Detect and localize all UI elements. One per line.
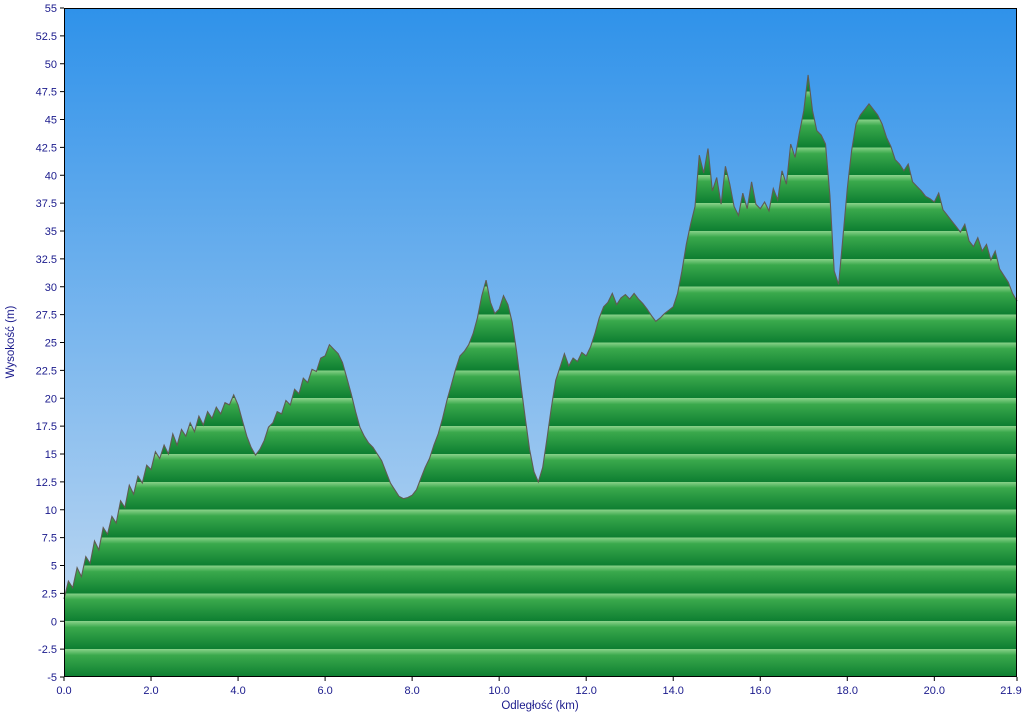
y-tick-label: 55 [45, 3, 57, 15]
y-tick-label: 37.5 [36, 198, 57, 210]
x-tick-label: 0.0 [56, 685, 71, 697]
y-tick-label: 0 [51, 616, 57, 628]
x-tick-label: 12.0 [575, 685, 596, 697]
y-tick-label: 42.5 [36, 142, 57, 154]
y-tick-label: 22.5 [36, 365, 57, 377]
y-tick-label: 10 [45, 505, 57, 517]
y-tick-label: 35 [45, 226, 57, 238]
x-axis-ticks: 0.0 2.0 4.0 6.0 8.0 10.0 12.0 14.0 16.0 18.0 20.0 2… [56, 677, 1022, 697]
y-tick-label: 7.5 [42, 533, 57, 545]
x-tick-label: 14.0 [663, 685, 684, 697]
plot-border [64, 8, 1017, 677]
x-tick-label: 10.0 [488, 685, 509, 697]
x-axis-title: Odległość (km) [501, 700, 578, 712]
x-tick-label: 8.0 [404, 685, 419, 697]
x-tick-label: 21.9 [1000, 685, 1021, 697]
y-axis-ticks: 5552.55047.54542.54037.53532.53027.52522… [36, 3, 64, 684]
x-tick-label: 4.0 [230, 685, 245, 697]
y-tick-label: 50 [45, 59, 57, 71]
elevation-area [64, 74, 1017, 677]
y-tick-label: 5 [51, 561, 57, 573]
y-tick-label: 27.5 [36, 310, 57, 322]
x-tick-label: 6.0 [317, 685, 332, 697]
x-tick-label: 16.0 [750, 685, 771, 697]
y-tick-label: 12.5 [36, 477, 57, 489]
y-tick-label: 2.5 [42, 588, 57, 600]
y-tick-label: 47.5 [36, 87, 57, 99]
y-tick-label: 30 [45, 282, 57, 294]
y-axis-title: Wysokość (m) [5, 305, 17, 378]
x-tick-label: 20.0 [924, 685, 945, 697]
y-tick-label: 15 [45, 449, 57, 461]
y-tick-label: 32.5 [36, 254, 57, 266]
y-tick-label: -5 [47, 672, 57, 684]
y-tick-label: 25 [45, 338, 57, 350]
y-tick-label: 20 [45, 393, 57, 405]
y-tick-label: 40 [45, 170, 57, 182]
x-tick-label: 2.0 [143, 685, 158, 697]
y-tick-label: 52.5 [36, 31, 57, 43]
y-tick-label: -2.5 [38, 644, 57, 656]
y-tick-label: 17.5 [36, 421, 57, 433]
y-tick-label: 45 [45, 115, 57, 127]
x-tick-label: 18.0 [837, 685, 858, 697]
elevation-profile-line [63, 74, 1018, 600]
